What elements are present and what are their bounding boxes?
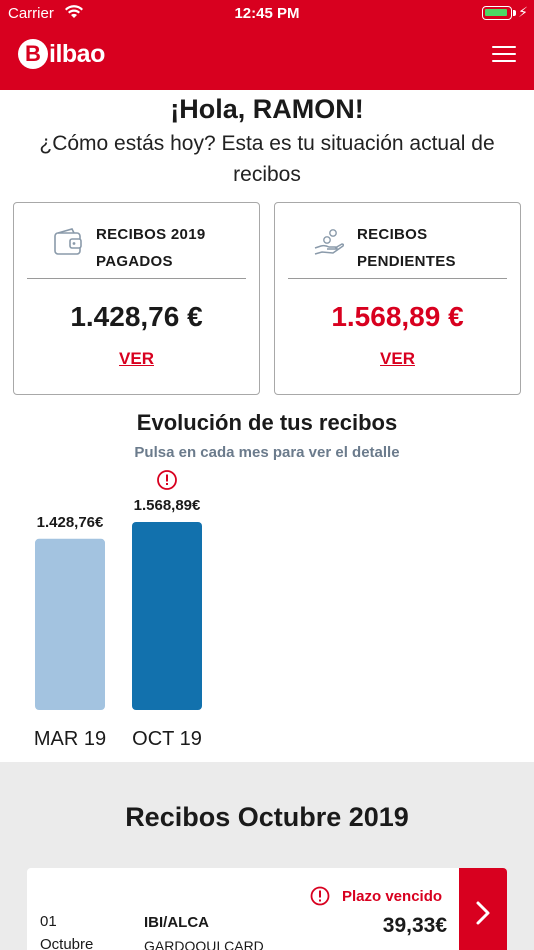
pending-card-label: RECIBOS PENDIENTES xyxy=(357,221,507,275)
bilbao-logo[interactable]: B ilbao xyxy=(18,36,105,72)
paid-amount: 1.428,76 € xyxy=(70,301,203,332)
receipt-amount: 39,33€ xyxy=(382,914,447,937)
status-bar: Carrier 12:45 PM ⚡ xyxy=(0,0,534,28)
paid-card-label-line2: PAGADOS xyxy=(96,253,173,270)
alert-icon xyxy=(310,886,330,906)
clock: 12:45 PM xyxy=(234,5,300,22)
receipts-title: Recibos Octubre 2019 xyxy=(125,802,409,832)
pending-card-label-line1: RECIBOS xyxy=(357,226,428,243)
pending-receipts-card: RECIBOS PENDIENTES 1.568,89 € VER xyxy=(274,202,521,395)
charging-icon: ⚡ xyxy=(518,4,528,20)
bar-value-label: 1.568,89€ xyxy=(134,497,201,514)
bar-mar-19[interactable] xyxy=(35,538,105,710)
overdue-status-label: Plazo vencido xyxy=(342,887,443,905)
category-label[interactable]: MAR 19 xyxy=(34,728,106,750)
greeting-title: ¡Hola, RAMON! xyxy=(170,94,364,124)
card-divider xyxy=(27,278,246,279)
evolution-title: Evolución de tus recibos xyxy=(136,410,398,435)
paid-card-label-line1: RECIBOS 2019 xyxy=(96,226,206,243)
receipt-month: Octubre xyxy=(40,936,94,950)
pending-card-label-line2: PENDIENTES xyxy=(357,253,456,270)
logo-mark: B xyxy=(18,39,48,69)
pending-amount: 1.568,89 € xyxy=(331,301,464,332)
paid-ver-link[interactable]: VER xyxy=(119,349,154,368)
battery-tip xyxy=(513,10,516,16)
paid-card-label: RECIBOS 2019 PAGADOS xyxy=(96,221,246,275)
receipt-day: 01 xyxy=(40,913,57,930)
evolution-subtitle: Pulsa en cada mes para ver el detalle xyxy=(134,444,400,461)
carrier-label: Carrier xyxy=(8,5,54,22)
bar-oct-19[interactable] xyxy=(132,522,202,710)
paid-receipts-card: RECIBOS 2019 PAGADOS 1.428,76 € VER xyxy=(13,202,260,395)
receipts-bar-chart: 1.428,76€ MAR 19 1.568,89€ OCT 19 xyxy=(34,470,202,750)
hand-coins-icon xyxy=(314,229,345,255)
wifi-icon xyxy=(65,5,83,18)
receipt-open-button[interactable] xyxy=(459,868,507,950)
chevron-right-icon xyxy=(476,901,490,925)
app-header: Carrier 12:45 PM ⚡ B ilbao xyxy=(0,0,534,90)
card-divider xyxy=(288,278,507,279)
wallet-icon xyxy=(54,228,82,255)
receipt-detail: GARDOQUI CARD xyxy=(144,938,264,950)
category-label[interactable]: OCT 19 xyxy=(132,728,202,750)
pending-ver-link[interactable]: VER xyxy=(380,349,415,368)
battery-icon xyxy=(482,6,512,20)
overdue-status: Plazo vencido xyxy=(310,886,442,906)
bar-alert-icon xyxy=(157,470,177,490)
logo-text: ilbao xyxy=(49,39,105,68)
hamburger-menu-icon[interactable] xyxy=(492,46,516,64)
bar-value-label: 1.428,76€ xyxy=(37,514,104,531)
receipt-concept: IBI/ALCA xyxy=(144,914,209,931)
greeting-subtitle: ¿Cómo estás hoy? Esta es tu situación ac… xyxy=(39,132,495,186)
receipt-item[interactable]: Plazo vencido 01 Octubre IBI/ALCA GARDOQ… xyxy=(27,868,507,950)
